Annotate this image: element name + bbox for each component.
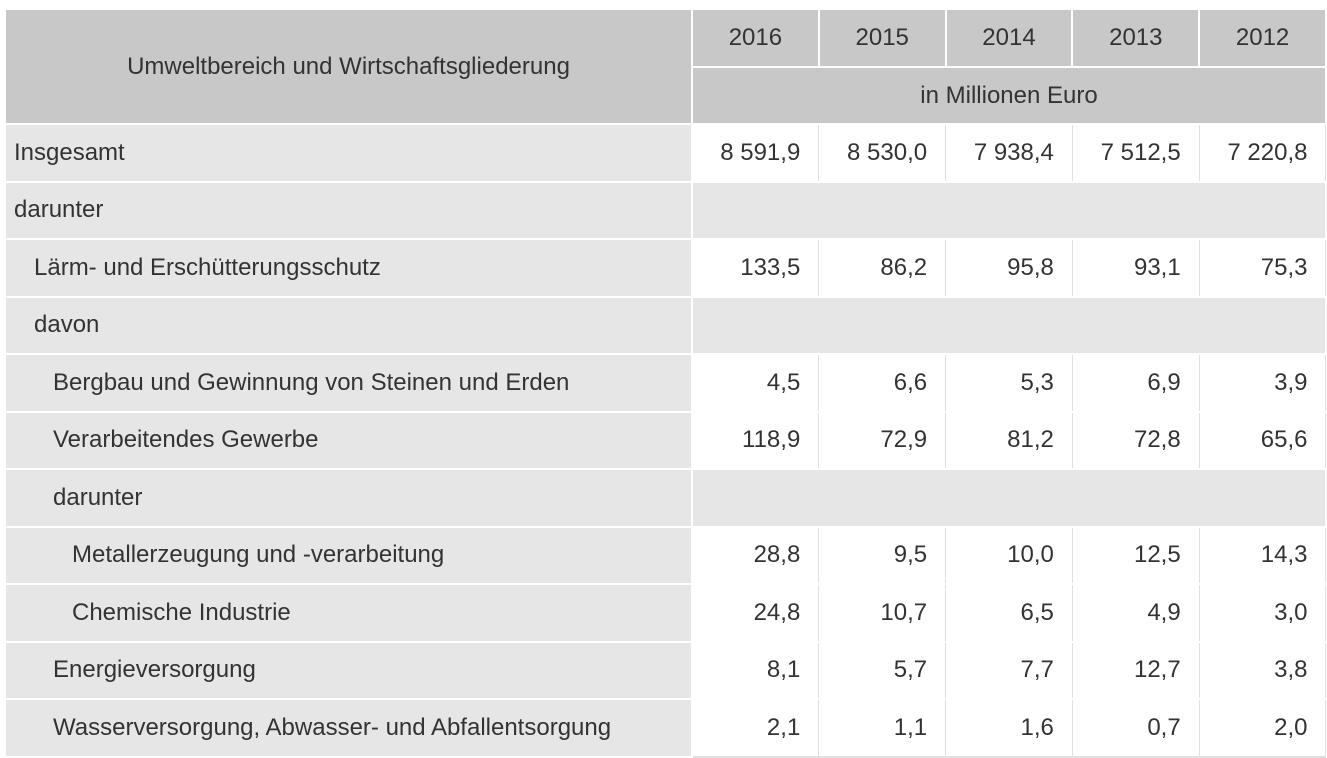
cell-value: 9,5: [818, 525, 947, 585]
table-container: Umweltbereich und Wirtschaftsgliederung …: [4, 8, 1327, 758]
cell-value: 3,9: [1198, 353, 1327, 413]
cell-value: 1,1: [818, 698, 947, 758]
section-row: darunter: [4, 180, 1327, 240]
cell-value: 1,6: [945, 698, 1073, 758]
cell-value: 86,2: [818, 238, 947, 298]
cell-value: 7 220,8: [1198, 123, 1327, 183]
cell-value: 81,2: [945, 410, 1073, 470]
row-label: Lärm- und Erschütterungsschutz: [4, 238, 693, 298]
cell-value: 6,5: [945, 583, 1073, 643]
table-row: Wasserversorgung, Abwasser- und Abfallen…: [4, 698, 1327, 758]
cell-value: 7,7: [945, 640, 1073, 700]
cell-value: 10,7: [818, 583, 947, 643]
header-unit: in Millionen Euro: [691, 66, 1327, 125]
cell-value: 12,5: [1071, 525, 1200, 585]
header-year-2012: 2012: [1198, 8, 1327, 68]
section-filler: [691, 295, 1327, 355]
cell-value: 8 530,0: [818, 123, 947, 183]
row-label: Metallerzeugung und -verarbeitung: [4, 525, 693, 585]
table-row: Chemische Industrie 24,8 10,7 6,5 4,9 3,…: [4, 583, 1327, 643]
cell-value: 14,3: [1198, 525, 1327, 585]
cell-value: 24,8: [691, 583, 820, 643]
row-label: Energieversorgung: [4, 640, 693, 700]
header-row-unit: in Millionen Euro: [5, 66, 1327, 125]
cell-value: 7 512,5: [1071, 123, 1200, 183]
cell-value: 93,1: [1071, 238, 1200, 298]
cell-value: 5,3: [945, 353, 1073, 413]
cell-value: 4,5: [691, 353, 820, 413]
row-label: Bergbau und Gewinnung von Steinen und Er…: [4, 353, 693, 413]
cell-value: 10,0: [945, 525, 1073, 585]
section-row: davon: [4, 295, 1327, 355]
row-label: darunter: [4, 180, 693, 240]
cell-value: 3,8: [1198, 640, 1327, 700]
header-year-2013: 2013: [1071, 8, 1201, 68]
cell-value: 72,8: [1071, 410, 1200, 470]
cell-value: 28,8: [691, 525, 820, 585]
cell-value: 95,8: [945, 238, 1073, 298]
row-label: Wasserversorgung, Abwasser- und Abfallen…: [4, 698, 693, 758]
cell-value: 6,9: [1071, 353, 1200, 413]
cell-value: 8 591,9: [691, 123, 820, 183]
cell-value: 72,9: [818, 410, 947, 470]
cell-value: 6,6: [818, 353, 947, 413]
cell-value: 133,5: [691, 238, 820, 298]
table-row: Insgesamt 8 591,9 8 530,0 7 938,4 7 512,…: [4, 123, 1327, 183]
row-label: Chemische Industrie: [4, 583, 693, 643]
cell-value: 5,7: [818, 640, 947, 700]
cell-value: 3,0: [1198, 583, 1327, 643]
cell-value: 65,6: [1198, 410, 1327, 470]
cell-value: 2,1: [691, 698, 820, 758]
cell-value: 118,9: [691, 410, 820, 470]
row-label: Insgesamt: [4, 123, 693, 183]
environment-investment-table: Umweltbereich und Wirtschaftsgliederung …: [4, 8, 1327, 758]
row-label: davon: [4, 295, 693, 355]
cell-value: 2,0: [1198, 698, 1327, 758]
header-row-years: Umweltbereich und Wirtschaftsgliederung …: [4, 8, 1327, 125]
table-row: Bergbau und Gewinnung von Steinen und Er…: [4, 353, 1327, 413]
section-row: darunter: [4, 468, 1327, 528]
cell-value: 75,3: [1198, 238, 1327, 298]
row-label: darunter: [4, 468, 693, 528]
section-filler: [691, 468, 1327, 528]
section-filler: [691, 180, 1327, 240]
table-row: Metallerzeugung und -verarbeitung 28,8 9…: [4, 525, 1327, 585]
cell-value: 8,1: [691, 640, 820, 700]
header-year-2014: 2014: [944, 8, 1074, 68]
cell-value: 7 938,4: [945, 123, 1073, 183]
header-year-2015: 2015: [817, 8, 947, 68]
header-label: Umweltbereich und Wirtschaftsgliederung: [4, 8, 693, 125]
table-row: Lärm- und Erschütterungsschutz 133,5 86,…: [4, 238, 1327, 298]
header-year-2016: 2016: [691, 8, 820, 68]
cell-value: 12,7: [1071, 640, 1200, 700]
table-row: Energieversorgung 8,1 5,7 7,7 12,7 3,8: [4, 640, 1327, 700]
cell-value: 4,9: [1071, 583, 1200, 643]
table-row: Verarbeitendes Gewerbe 118,9 72,9 81,2 7…: [4, 410, 1327, 470]
cell-value: 0,7: [1071, 698, 1200, 758]
row-label: Verarbeitendes Gewerbe: [4, 410, 693, 470]
